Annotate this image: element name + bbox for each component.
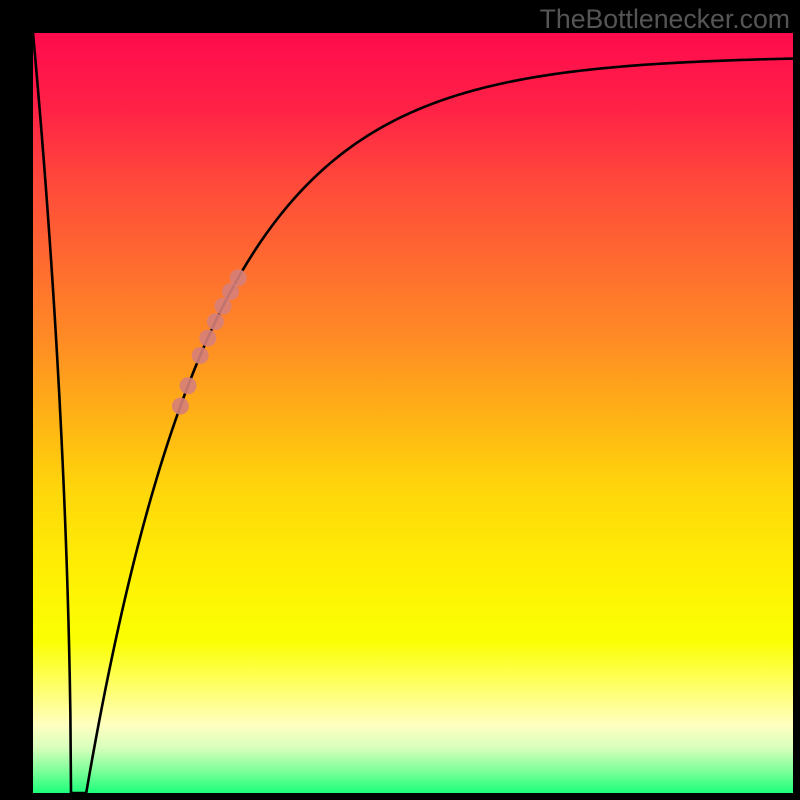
- highlight-marker: [180, 377, 197, 394]
- highlight-marker: [207, 313, 224, 330]
- highlight-marker: [192, 347, 209, 364]
- highlight-marker: [215, 298, 232, 315]
- plot-background: [33, 33, 793, 793]
- frame: TheBottlenecker.com: [0, 0, 800, 800]
- bottleneck-plot: [33, 33, 793, 793]
- highlight-marker: [230, 269, 247, 286]
- highlight-marker: [172, 398, 189, 415]
- highlight-marker: [199, 330, 216, 347]
- watermark-text: TheBottlenecker.com: [540, 4, 790, 35]
